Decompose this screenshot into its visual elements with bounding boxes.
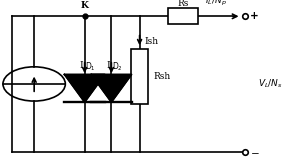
Text: $I_L/N_p$: $I_L/N_p$: [205, 0, 227, 8]
Text: Rsh: Rsh: [154, 72, 171, 81]
Text: Rs: Rs: [177, 0, 188, 8]
Text: $V_L/N_s$: $V_L/N_s$: [258, 78, 283, 90]
Polygon shape: [64, 74, 105, 102]
Text: $\mathregular{D_1}$: $\mathregular{D_1}$: [85, 60, 96, 73]
Text: I: I: [106, 61, 110, 70]
Text: $\mathregular{D_2}$: $\mathregular{D_2}$: [112, 60, 123, 73]
Text: Ish: Ish: [145, 37, 159, 46]
Polygon shape: [91, 74, 132, 102]
Text: I: I: [80, 61, 83, 70]
Text: K: K: [81, 1, 89, 10]
Text: $-$: $-$: [250, 147, 260, 157]
FancyBboxPatch shape: [131, 49, 148, 104]
Text: +: +: [250, 11, 259, 21]
FancyBboxPatch shape: [168, 8, 198, 24]
